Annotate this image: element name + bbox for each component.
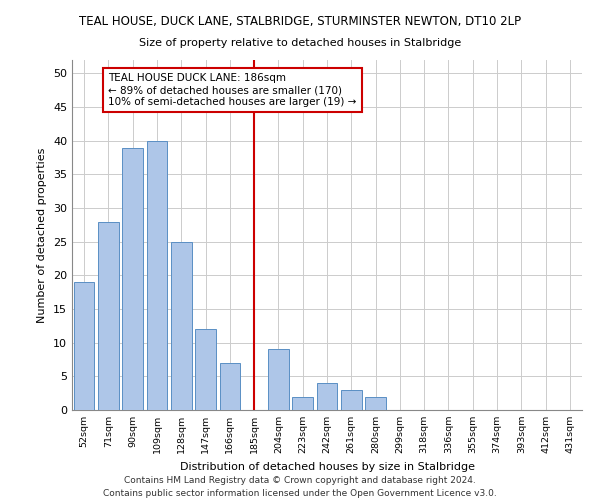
Text: Contains HM Land Registry data © Crown copyright and database right 2024.: Contains HM Land Registry data © Crown c… bbox=[124, 476, 476, 485]
Bar bbox=[341, 390, 362, 410]
Text: TEAL HOUSE, DUCK LANE, STALBRIDGE, STURMINSTER NEWTON, DT10 2LP: TEAL HOUSE, DUCK LANE, STALBRIDGE, STURM… bbox=[79, 15, 521, 28]
Bar bbox=[195, 329, 216, 410]
Bar bbox=[268, 350, 289, 410]
Text: Contains public sector information licensed under the Open Government Licence v3: Contains public sector information licen… bbox=[103, 488, 497, 498]
Bar bbox=[122, 148, 143, 410]
Bar bbox=[171, 242, 191, 410]
Bar bbox=[146, 141, 167, 410]
Bar bbox=[220, 363, 240, 410]
Bar bbox=[98, 222, 119, 410]
Bar bbox=[292, 396, 313, 410]
Text: Size of property relative to detached houses in Stalbridge: Size of property relative to detached ho… bbox=[139, 38, 461, 48]
Y-axis label: Number of detached properties: Number of detached properties bbox=[37, 148, 47, 322]
Bar bbox=[317, 383, 337, 410]
Bar bbox=[74, 282, 94, 410]
X-axis label: Distribution of detached houses by size in Stalbridge: Distribution of detached houses by size … bbox=[179, 462, 475, 471]
Text: TEAL HOUSE DUCK LANE: 186sqm
← 89% of detached houses are smaller (170)
10% of s: TEAL HOUSE DUCK LANE: 186sqm ← 89% of de… bbox=[109, 74, 357, 106]
Bar bbox=[365, 396, 386, 410]
